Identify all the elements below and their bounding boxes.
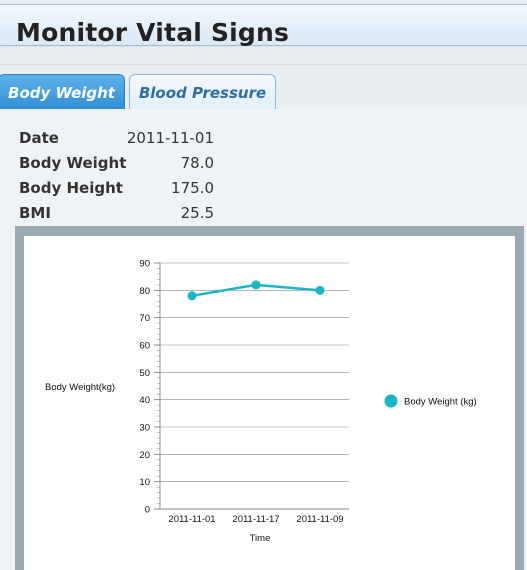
- body-weight-label: Body Weight: [19, 154, 127, 172]
- data-point: [251, 280, 261, 290]
- info-row-date: Date 2011-11-01: [19, 126, 219, 150]
- body-weight-value: 78.0: [180, 154, 214, 172]
- date-value: 2011-11-01: [126, 129, 214, 147]
- info-row-bmi: BMI 25.5: [19, 201, 219, 225]
- x-axis-label: Time: [250, 533, 271, 544]
- tab-strip: Body Weight Blood Pressure: [0, 64, 527, 110]
- bmi-value: 25.5: [180, 204, 214, 222]
- x-tick-label: 2011-11-09: [296, 514, 343, 525]
- legend-label: Body Weight (kg): [404, 397, 477, 408]
- y-tick-label: 60: [139, 341, 150, 352]
- y-tick-label: 30: [139, 423, 150, 434]
- body-height-value: 175.0: [171, 179, 214, 197]
- y-tick-label: 10: [139, 477, 150, 488]
- y-tick-label: 90: [139, 259, 150, 270]
- legend-marker: [384, 394, 398, 408]
- info-row-height: Body Height 175.0: [19, 176, 219, 200]
- tab-blood-pressure[interactable]: Blood Pressure: [129, 74, 276, 110]
- body-height-label: Body Height: [19, 179, 123, 197]
- info-row-weight: Body Weight 78.0: [19, 151, 219, 175]
- data-point: [315, 285, 325, 295]
- y-axis-label: Body Weight(kg): [45, 382, 115, 393]
- x-tick-label: 2011-11-17: [232, 514, 279, 525]
- page-title: Monitor Vital Signs: [16, 18, 290, 47]
- y-tick-label: 0: [145, 505, 150, 516]
- title-bar: Monitor Vital Signs: [0, 4, 527, 47]
- x-tick-label: 2011-11-01: [168, 514, 215, 525]
- data-point: [187, 291, 197, 301]
- tab-body-weight[interactable]: Body Weight: [0, 74, 125, 110]
- y-tick-label: 70: [139, 313, 150, 324]
- y-tick-label: 80: [139, 286, 150, 297]
- y-tick-label: 40: [139, 395, 150, 406]
- y-tick-label: 50: [139, 368, 150, 379]
- y-tick-label: 20: [139, 450, 150, 461]
- chart-area: 0 10 20 30 40 50 60 70 80 90 2011-11-01 2011-11-17 2…: [24, 236, 515, 570]
- weight-chart: 0 10 20 30 40 50 60 70 80 90 2011-11-01 2011-11-17 2…: [45, 259, 477, 545]
- bmi-label: BMI: [19, 204, 51, 222]
- date-label: Date: [19, 129, 59, 147]
- chart-frame: 0 10 20 30 40 50 60 70 80 90 2011-11-01 2011-11-17 2…: [15, 226, 524, 570]
